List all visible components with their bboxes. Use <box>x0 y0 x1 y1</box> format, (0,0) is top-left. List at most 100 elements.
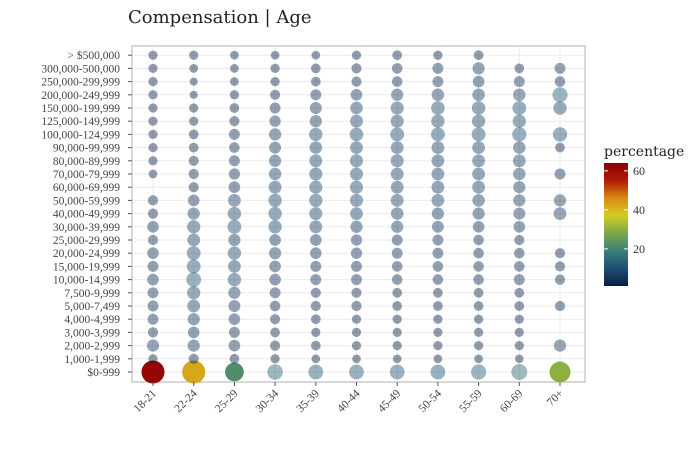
bubble-50-54-10 <box>432 234 444 246</box>
x-tick-label: 55-59 <box>457 387 485 415</box>
bubble-60-69-17 <box>513 141 526 154</box>
bubble-60-69-9 <box>514 247 525 259</box>
bubble-30-34-5 <box>269 300 281 312</box>
bubble-30-34-15 <box>268 167 282 181</box>
bubble-22-24-12 <box>187 207 200 220</box>
bubble-40-44-1 <box>352 354 361 364</box>
bubble-55-59-10 <box>473 234 484 246</box>
bubble-45-49-13 <box>390 193 404 207</box>
bubble-18-21-10 <box>147 234 159 246</box>
bubble-25-29-16 <box>228 155 240 167</box>
bubble-30-34-10 <box>269 234 281 246</box>
bubble-50-54-7 <box>432 274 444 285</box>
bubble-30-34-21 <box>270 89 281 100</box>
bubble-40-44-23 <box>351 63 362 74</box>
bubble-22-24-7 <box>186 272 202 287</box>
bubble-40-44-21 <box>350 88 363 101</box>
bubble-30-34-11 <box>268 220 282 234</box>
bubble-35-39-21 <box>310 89 322 101</box>
bubble-55-59-9 <box>473 247 484 259</box>
bubble-35-39-2 <box>310 340 321 351</box>
bubble-50-54-19 <box>431 114 445 128</box>
y-tick-label: 100,000-124,999 <box>41 129 120 141</box>
bubble-35-39-13 <box>309 193 323 208</box>
bubble-35-39-24 <box>311 50 321 60</box>
bubble-22-24-24 <box>189 50 199 60</box>
bubble-22-24-11 <box>187 220 201 234</box>
bubble-35-39-15 <box>309 167 323 181</box>
legend: percentage 20 40 60 <box>604 144 684 286</box>
bubble-40-44-16 <box>349 154 364 168</box>
bubble-60-69-4 <box>514 314 524 324</box>
bubble-60-69-16 <box>512 154 526 168</box>
bubble-60-69-18 <box>512 127 527 142</box>
bubble-40-44-9 <box>350 247 363 259</box>
bubble-55-59-22 <box>472 75 485 88</box>
y-tick-label: 20,000-24,999 <box>53 248 120 260</box>
bubble-22-24-10 <box>187 233 201 247</box>
bubble-60-69-5 <box>514 301 525 311</box>
bubble-22-24-13 <box>187 194 200 207</box>
y-tick-label: 80,000-89,999 <box>53 156 120 168</box>
bubble-60-69-7 <box>513 274 525 286</box>
bubble-25-29-8 <box>227 259 241 273</box>
bubble-60-69-22 <box>513 76 525 88</box>
bubble-22-24-8 <box>186 259 201 274</box>
bubble-18-21-12 <box>147 208 159 219</box>
y-tick-label: 30,000-39,999 <box>53 222 120 234</box>
bubble-60-69-10 <box>514 234 525 246</box>
bubble-40-44-8 <box>351 260 362 272</box>
bubble-30-34-19 <box>269 115 281 127</box>
bubble-50-54-16 <box>431 154 445 168</box>
bubble-25-29-17 <box>229 142 240 153</box>
bubble-60-69-0 <box>511 364 528 380</box>
bubble-60-69-8 <box>514 261 525 272</box>
bubble-40-44-2 <box>351 340 362 351</box>
bubble-55-59-5 <box>473 301 484 311</box>
bubble-40-44-11 <box>350 220 363 233</box>
bubble-22-24-17 <box>188 142 199 153</box>
bubble-50-54-9 <box>432 247 444 259</box>
bubble-35-39-6 <box>310 287 321 298</box>
bubble-35-39-7 <box>310 274 322 286</box>
y-tick-label: 7,500-9,999 <box>64 288 120 300</box>
bubble-40-44-7 <box>351 274 362 286</box>
bubble-40-44-13 <box>349 193 364 207</box>
x-tick-label: 18-21 <box>132 387 160 415</box>
bubble-50-54-6 <box>433 287 443 298</box>
y-tick-label: 60,000-69,999 <box>53 182 120 194</box>
bubble-60-69-14 <box>513 181 526 194</box>
bubble-60-69-15 <box>513 167 526 181</box>
bubble-70+-9 <box>554 248 566 259</box>
bubble-60-69-11 <box>513 220 526 233</box>
bubble-22-24-2 <box>187 339 200 352</box>
bubble-45-49-14 <box>390 180 404 194</box>
bubble-55-59-14 <box>472 180 486 194</box>
bubble-30-34-1 <box>270 354 280 364</box>
bubble-70+-17 <box>555 142 565 153</box>
bubble-55-59-18 <box>471 127 486 142</box>
legend-title: percentage <box>604 144 684 160</box>
bubble-45-49-15 <box>390 167 404 181</box>
bubble-45-49-1 <box>392 354 402 364</box>
bubble-45-49-18 <box>390 127 405 142</box>
bubble-60-69-3 <box>514 327 524 338</box>
x-tick-label: 22-24 <box>172 387 200 415</box>
bubble-70+-7 <box>554 274 566 285</box>
bubble-22-24-16 <box>188 155 199 166</box>
bubble-70+-12 <box>553 207 567 221</box>
bubble-25-29-21 <box>229 90 240 100</box>
bubble-35-39-17 <box>309 141 323 154</box>
bubble-25-29-1 <box>229 353 240 364</box>
bubble-35-39-22 <box>310 76 321 87</box>
legend-tick-label: 20 <box>633 242 645 256</box>
bubble-30-34-23 <box>270 63 280 74</box>
bubble-60-69-21 <box>513 88 526 102</box>
bubble-70+-23 <box>554 62 566 74</box>
bubble-25-29-23 <box>230 64 239 73</box>
bubble-35-39-4 <box>310 314 321 325</box>
bubble-70+-2 <box>553 339 567 352</box>
bubble-18-21-4 <box>147 313 159 325</box>
bubble-40-44-17 <box>350 141 363 155</box>
bubble-55-59-2 <box>473 340 484 351</box>
